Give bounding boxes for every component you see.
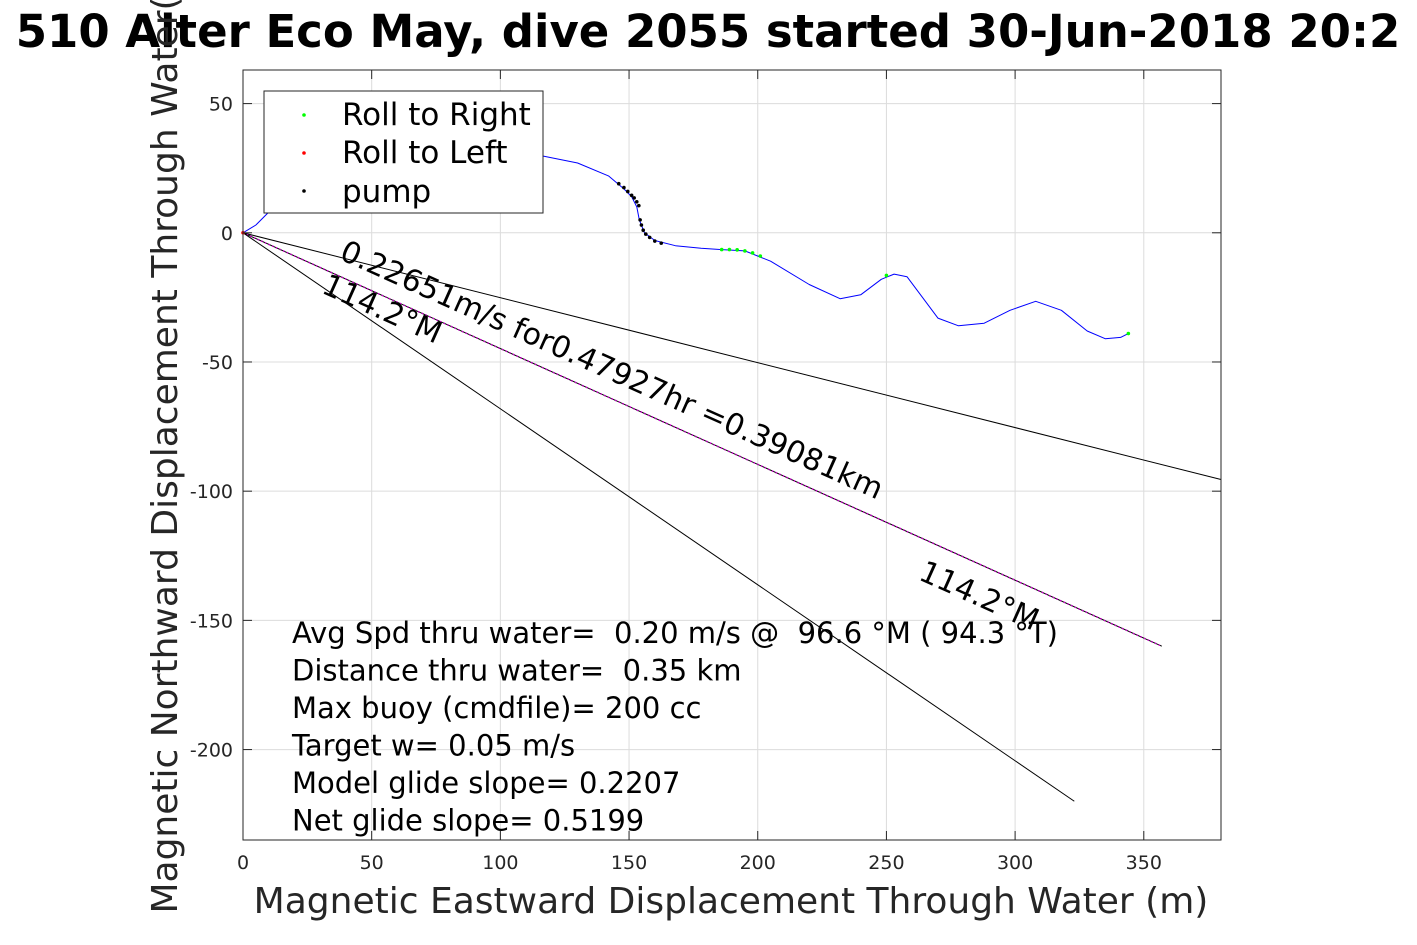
pump-point bbox=[630, 194, 634, 198]
pump-point bbox=[635, 200, 639, 204]
x-axis-label: Magnetic Eastward Displacement Through W… bbox=[254, 881, 1209, 922]
chart-title: 510 Alter Eco May, dive 2055 started 30-… bbox=[16, 5, 1401, 58]
pump-point bbox=[637, 204, 641, 208]
y-tick-label: 0 bbox=[221, 223, 233, 245]
pump-point bbox=[626, 190, 630, 194]
legend-marker-roll-right bbox=[302, 113, 306, 117]
y-tick-label: -50 bbox=[202, 352, 233, 374]
roll-to-right-point bbox=[728, 248, 732, 252]
pump-point bbox=[653, 239, 657, 243]
stats-line: Max buoy (cmdfile)= 200 cc bbox=[292, 691, 701, 725]
stats-line: Distance thru water= 0.35 km bbox=[292, 654, 742, 688]
roll-to-right-point bbox=[885, 274, 889, 278]
stats-line: Avg Spd thru water= 0.20 m/s @ 96.6 °M (… bbox=[292, 616, 1058, 650]
legend-marker-roll-left bbox=[302, 151, 306, 155]
pump-point bbox=[644, 232, 648, 236]
legend-label-roll-right: Roll to Right bbox=[342, 97, 531, 133]
x-tick-label: 200 bbox=[740, 852, 776, 874]
legend-label-roll-left: Roll to Left bbox=[342, 135, 508, 171]
y-tick-label: -150 bbox=[190, 610, 233, 632]
legend-label-pump: pump bbox=[342, 174, 431, 210]
x-tick-label: 250 bbox=[868, 852, 904, 874]
roll-to-right-point bbox=[759, 254, 763, 258]
pump-point bbox=[622, 186, 626, 190]
legend: Roll to Right Roll to Left pump bbox=[264, 91, 543, 213]
pump-point bbox=[640, 223, 644, 227]
stats-line: Target w= 0.05 m/s bbox=[291, 729, 575, 763]
x-tick-label: 100 bbox=[482, 852, 518, 874]
roll-to-right-point bbox=[735, 248, 739, 252]
pump-point bbox=[648, 236, 652, 240]
pump-point bbox=[638, 218, 642, 222]
y-tick-label: 50 bbox=[209, 94, 233, 116]
x-tick-label: 150 bbox=[611, 852, 647, 874]
y-axis-label: Magnetic Northward Displacement Through … bbox=[145, 0, 186, 914]
x-tick-label: 50 bbox=[360, 852, 384, 874]
y-tick-label: -100 bbox=[190, 481, 233, 503]
x-tick-label: 350 bbox=[1126, 852, 1162, 874]
pump-point bbox=[641, 228, 645, 232]
roll-to-right-point bbox=[720, 248, 724, 252]
roll-to-right-point bbox=[1127, 332, 1131, 336]
x-tick-label: 0 bbox=[237, 852, 249, 874]
pump-point bbox=[632, 196, 636, 200]
roll-to-right-point bbox=[743, 249, 747, 253]
stats-line: Model glide slope= 0.2207 bbox=[292, 766, 680, 800]
roll-to-right-point bbox=[751, 251, 755, 255]
y-tick-label: -200 bbox=[190, 740, 233, 762]
pump-point bbox=[659, 241, 663, 245]
x-tick-label: 300 bbox=[997, 852, 1033, 874]
stats-line: Net glide slope= 0.5199 bbox=[292, 804, 644, 838]
legend-marker-pump bbox=[302, 189, 306, 193]
pump-point bbox=[617, 182, 621, 186]
